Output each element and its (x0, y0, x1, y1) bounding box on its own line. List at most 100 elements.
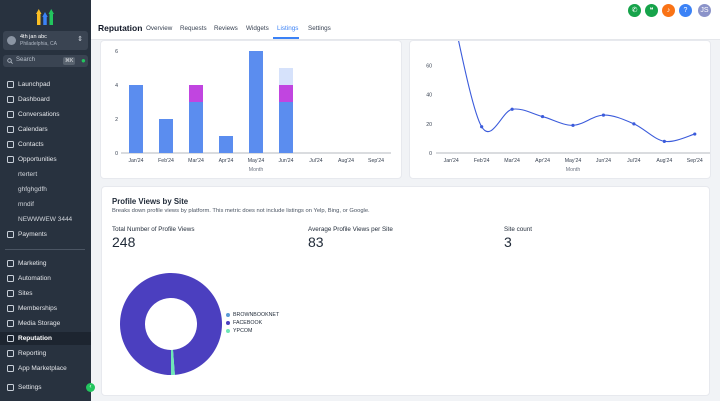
sidebar-item-media-storage[interactable]: Media Storage (0, 317, 91, 330)
send-icon (7, 260, 14, 267)
sidebar-item-label: Payments (18, 231, 47, 238)
data-point (540, 114, 545, 119)
calendar-icon (7, 126, 14, 133)
bar-segment (189, 85, 203, 102)
app-logo-icon (36, 9, 54, 25)
data-point (662, 139, 666, 143)
sidebar-item-ghfghgdfh[interactable]: ghfghgdfh (0, 183, 91, 196)
sidebar-item-label: Dashboard (18, 96, 50, 103)
x-tick-label: Feb'24 (474, 158, 490, 164)
sidebar-item-marketing[interactable]: Marketing (0, 257, 91, 270)
sidebar-item-newwwew-3444[interactable]: NEWWWEW 3444 (0, 213, 91, 226)
sidebar-item-sites[interactable]: Sites (0, 287, 91, 300)
dashboard-icon (7, 96, 14, 103)
x-axis-title: Month (249, 167, 264, 173)
sidebar-item-launchpad[interactable]: Launchpad (0, 78, 91, 91)
sidebar-item-app-marketplace[interactable]: App Marketplace (0, 362, 91, 375)
views-bar-chart-card: 0 2 4 6 Jan'24 Feb'24 Mar'24 Apr'24 May'24 Jun'24… (100, 40, 402, 179)
bar-segment (129, 85, 143, 153)
help-button[interactable]: ? (679, 4, 692, 17)
tab-listings[interactable]: Listings (277, 25, 299, 32)
views-line-chart-card: 0 20 40 60 Jan'24 Feb'24 Mar'24 Apr'24 May'24 Jun… (409, 40, 711, 179)
y-tick-label: 2 (115, 117, 118, 123)
sidebar-item-reporting[interactable]: Reporting (0, 347, 91, 360)
announcements-button[interactable]: ❝ (645, 4, 658, 17)
page-header: Reputation Overview Requests Reviews Wid… (91, 0, 720, 40)
x-tick-label: Apr'24 (535, 158, 550, 164)
marketplace-icon (7, 365, 14, 372)
membership-icon (7, 305, 14, 312)
notifications-button[interactable]: ♪ (662, 4, 675, 17)
sidebar-item-opportunities[interactable]: Opportunities (0, 153, 91, 166)
sidebar-item-reputation[interactable]: Reputation (0, 332, 91, 345)
tab-overview[interactable]: Overview (146, 25, 173, 32)
section-description: Breaks down profile views by platform. T… (112, 208, 370, 214)
x-tick-label: Mar'24 (188, 158, 204, 164)
collapse-sidebar-icon[interactable]: ‹ (86, 383, 95, 392)
sidebar-item-label: Memberships (18, 305, 58, 312)
sidebar-item-calendars[interactable]: Calendars (0, 123, 91, 136)
help-icon: ? (683, 7, 688, 14)
sidebar-item-automation[interactable]: Automation (0, 272, 91, 285)
account-switcher[interactable]: 4th jan abc Philadelphia, CA ⇕ (3, 31, 88, 50)
donut-slice-ypcom (171, 349, 175, 375)
megaphone-icon: ❝ (649, 7, 654, 14)
x-tick-label: Jul'24 (309, 158, 323, 164)
search-placeholder: Search (16, 57, 36, 63)
user-avatar[interactable]: JS (698, 4, 711, 17)
reporting-icon (7, 350, 14, 357)
sidebar-item-contacts[interactable]: Contacts (0, 138, 91, 151)
bar-segment (249, 51, 263, 153)
sidebar-item-settings[interactable]: Settings (0, 381, 91, 394)
quick-add-icon[interactable]: ● (81, 56, 86, 65)
sidebar-item-label: Reputation (18, 335, 52, 342)
legend-label: FACEBOOK (233, 320, 263, 326)
tab-settings[interactable]: Settings (308, 25, 331, 32)
stat-average-value: 83 (308, 234, 324, 250)
x-tick-label: Apr'24 (219, 158, 234, 164)
sidebar-search[interactable]: Search ⌘K ● (3, 55, 88, 67)
sidebar-item-rtertert[interactable]: rtertert (0, 168, 91, 181)
sidebar-item-label: Sites (18, 290, 33, 297)
sidebar-item-conversations[interactable]: Conversations (0, 108, 91, 121)
data-point (693, 132, 697, 136)
donut-slice-facebook (120, 273, 223, 375)
sidebar-item-label: Opportunities (18, 156, 57, 163)
sidebar-item-memberships[interactable]: Memberships (0, 302, 91, 315)
bar-segment (279, 68, 293, 85)
tab-widgets[interactable]: Widgets (246, 25, 269, 32)
sidebar-item-dashboard[interactable]: Dashboard (0, 93, 91, 106)
sidebar-item-mndif[interactable]: mndif (0, 198, 91, 211)
media-icon (7, 320, 14, 327)
bar-segment (219, 136, 233, 153)
y-tick-label: 20 (426, 122, 432, 128)
y-tick-label: 6 (115, 49, 118, 55)
automation-icon (7, 275, 14, 282)
x-tick-label: May'24 (565, 158, 582, 164)
x-tick-label: Jun'24 (278, 158, 293, 164)
legend-dot (226, 313, 230, 317)
funnel-icon (7, 156, 14, 163)
sidebar-item-payments[interactable]: Payments (0, 228, 91, 241)
tab-requests[interactable]: Requests (180, 25, 207, 32)
x-tick-label: Jul'24 (627, 158, 641, 164)
sidebar-item-label: Marketing (18, 260, 47, 267)
tab-reviews[interactable]: Reviews (214, 25, 238, 32)
stat-sitecount-label: Site count (504, 226, 533, 233)
stat-average-label: Average Profile Views per Site (308, 226, 393, 233)
contacts-icon (7, 141, 14, 148)
sidebar-item-label: NEWWWEW 3444 (18, 216, 73, 223)
chevron-updown-icon: ⇕ (77, 36, 83, 43)
sidebar-item-label: Conversations (18, 111, 60, 118)
phone-button[interactable]: ✆ (628, 4, 641, 17)
x-tick-label: Jan'24 (128, 158, 143, 164)
y-tick-label: 4 (115, 83, 118, 89)
account-location: Philadelphia, CA (20, 41, 57, 47)
x-tick-label: Aug'24 (338, 158, 354, 164)
legend-item-facebook: FACEBOOK (226, 320, 263, 326)
x-tick-label: Feb'24 (158, 158, 174, 164)
x-tick-label: Sep'24 (368, 158, 384, 164)
bar-segment (279, 102, 293, 153)
stat-total-value: 248 (112, 234, 136, 250)
sidebar-item-label: rtertert (18, 171, 38, 178)
